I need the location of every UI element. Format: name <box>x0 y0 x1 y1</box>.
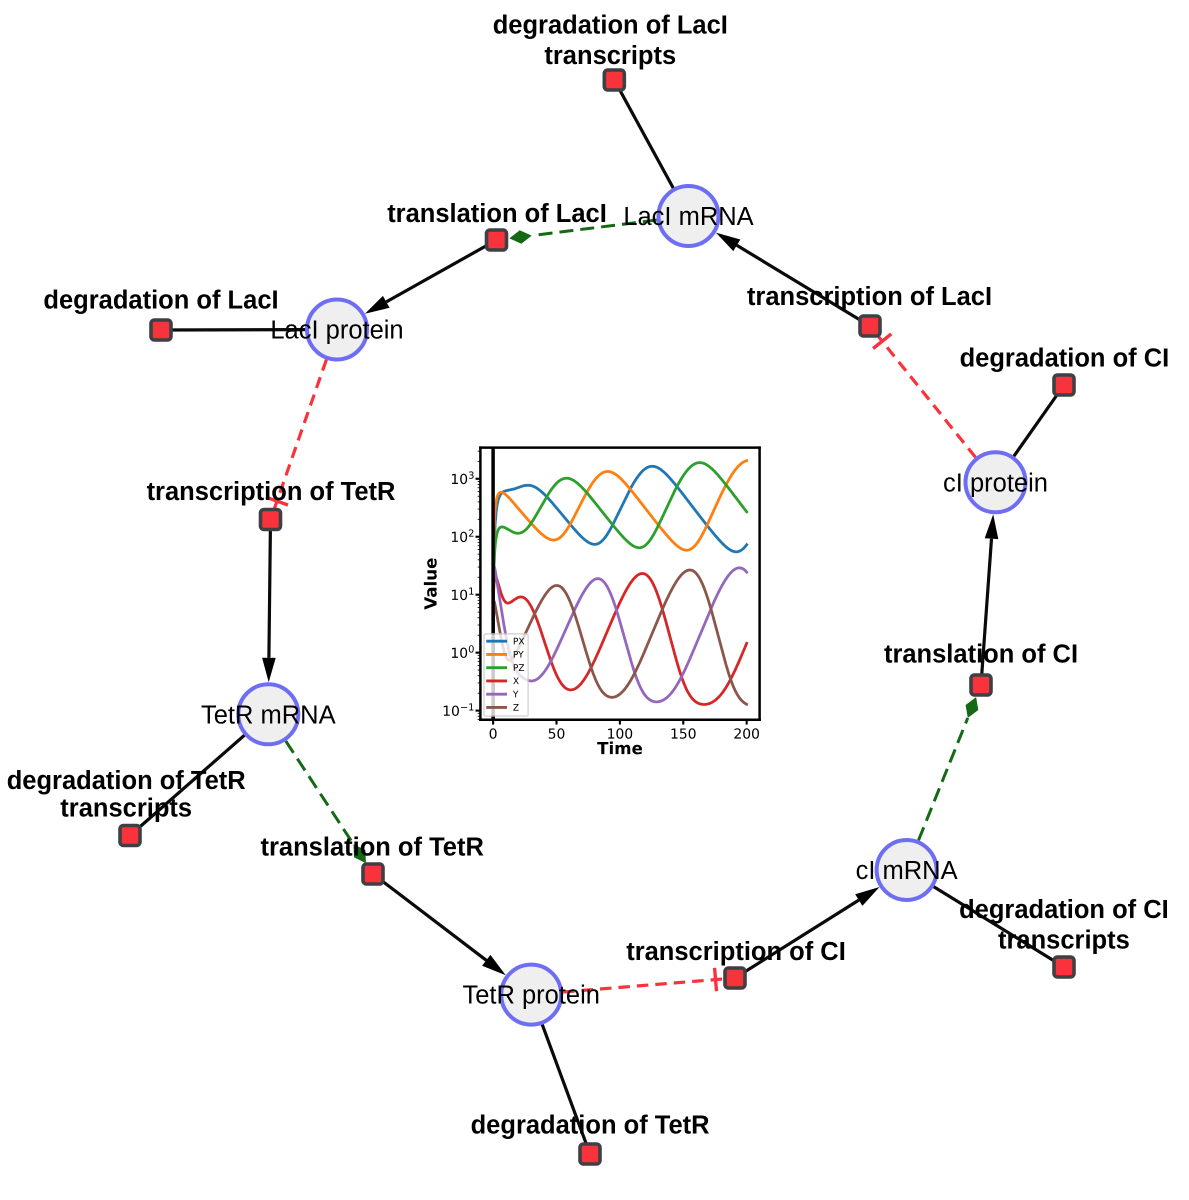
svg-text:degradation of LacI: degradation of LacI <box>493 12 728 40</box>
svg-text:degradation of CI: degradation of CI <box>960 345 1170 373</box>
svg-text:transcription of CI: transcription of CI <box>626 938 846 966</box>
svg-text:LacI mRNA: LacI mRNA <box>623 203 753 231</box>
svg-text:TetR mRNA: TetR mRNA <box>201 701 336 729</box>
svg-text:degradation of TetR: degradation of TetR <box>7 767 246 795</box>
svg-text:degradation of TetR: degradation of TetR <box>471 1111 710 1139</box>
svg-text:transcription of LacI: transcription of LacI <box>747 283 992 311</box>
svg-text:translation of TetR: translation of TetR <box>261 834 484 862</box>
svg-text:TetR protein: TetR protein <box>462 982 600 1010</box>
svg-text:transcription of TetR: transcription of TetR <box>147 478 396 506</box>
svg-text:transcripts: transcripts <box>998 926 1130 954</box>
svg-text:transcripts: transcripts <box>60 795 192 823</box>
svg-text:translation of LacI: translation of LacI <box>387 200 607 228</box>
svg-text:transcripts: transcripts <box>544 42 676 70</box>
svg-text:cI mRNA: cI mRNA <box>856 857 958 885</box>
svg-text:translation of CI: translation of CI <box>884 641 1078 669</box>
svg-text:LacI protein: LacI protein <box>270 317 403 345</box>
svg-text:degradation of CI: degradation of CI <box>959 896 1169 924</box>
svg-text:cI protein: cI protein <box>943 469 1048 497</box>
svg-text:degradation of LacI: degradation of LacI <box>43 287 278 315</box>
